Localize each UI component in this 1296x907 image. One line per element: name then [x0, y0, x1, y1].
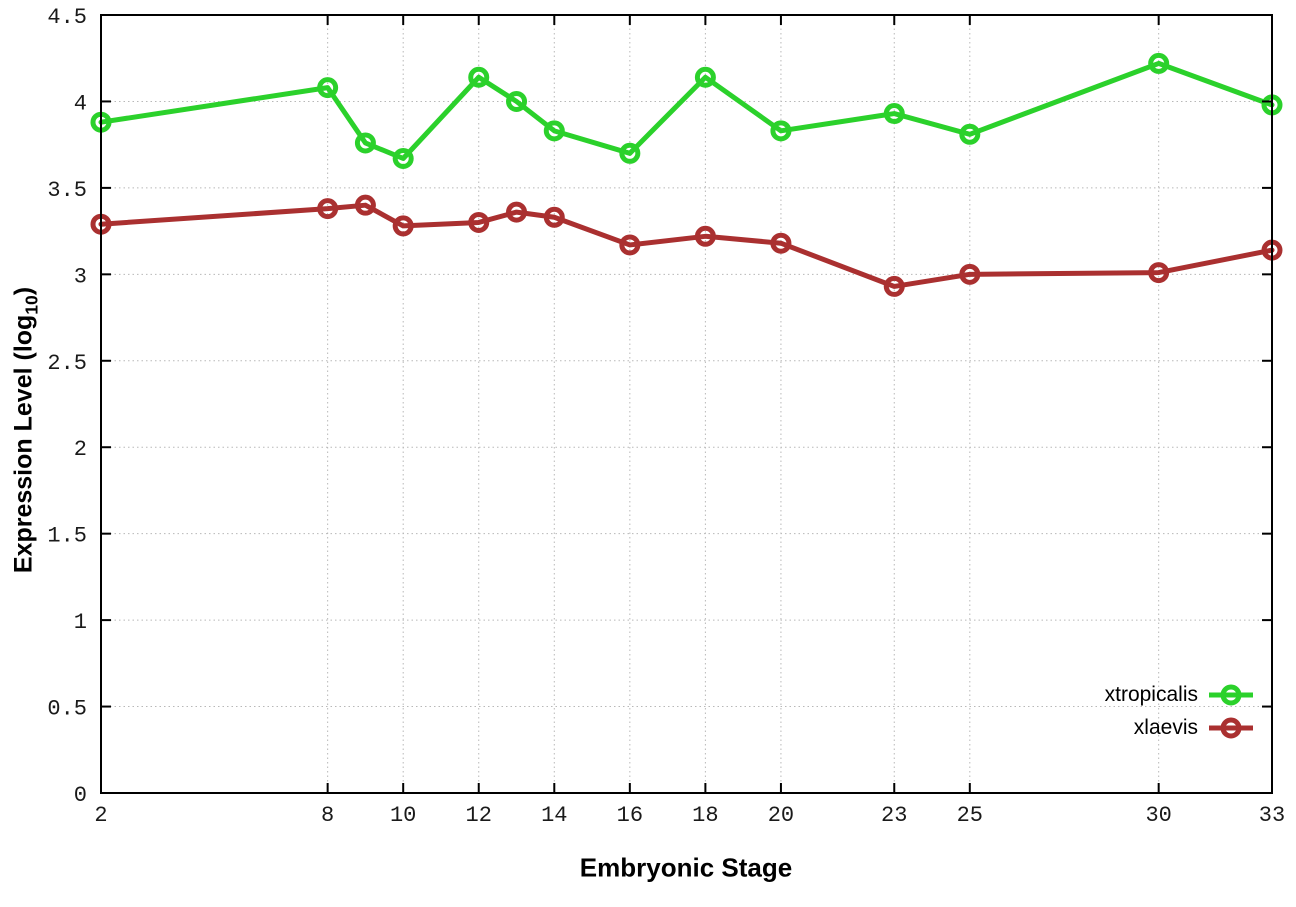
- x-tick-label: 12: [466, 803, 492, 828]
- data-point-xlaevis: [317, 198, 339, 220]
- legend-label-xlaevis: xlaevis: [1133, 716, 1198, 739]
- legend-marker-xtropicalis-icon: [1209, 684, 1253, 706]
- data-point-xtropicalis: [354, 132, 376, 154]
- x-tick-label: 33: [1259, 803, 1285, 828]
- y-axis-title-subscript: 10: [21, 295, 42, 315]
- y-tick-label: 1.5: [47, 524, 87, 549]
- data-point-xlaevis: [354, 194, 376, 216]
- y-axis-title: Expression Level (log10): [10, 287, 43, 573]
- data-point-xtropicalis: [883, 103, 905, 125]
- y-axis-title-close: ): [9, 286, 38, 296]
- data-point-xtropicalis: [959, 123, 981, 145]
- x-tick-label: 18: [692, 803, 718, 828]
- y-tick-label: 0: [74, 783, 87, 808]
- y-tick-label: 0.5: [47, 697, 87, 722]
- x-tick-label: 20: [768, 803, 794, 828]
- legend-marker-xlaevis-icon: [1209, 717, 1253, 739]
- data-point-xlaevis: [959, 263, 981, 285]
- x-tick-label: 14: [541, 803, 567, 828]
- y-tick-label: 3: [74, 264, 87, 289]
- data-point-xlaevis: [543, 206, 565, 228]
- y-tick-label: 2.5: [47, 351, 87, 376]
- x-tick-label: 2: [94, 803, 107, 828]
- data-point-xtropicalis: [619, 142, 641, 164]
- legend: xtropicalis xlaevis: [1105, 682, 1254, 741]
- y-axis-title-text: Expression Level (log: [9, 314, 38, 574]
- y-tick-label: 3.5: [47, 178, 87, 203]
- x-tick-label: 23: [881, 803, 907, 828]
- data-point-xtropicalis: [317, 77, 339, 99]
- x-tick-label: 16: [617, 803, 643, 828]
- data-point-xtropicalis: [392, 147, 414, 169]
- x-tick-label: 8: [321, 803, 334, 828]
- legend-item-xlaevis: xlaevis: [1134, 715, 1254, 741]
- y-tick-label: 4.5: [47, 5, 87, 30]
- data-point-xlaevis: [468, 211, 490, 233]
- x-tick-label: 25: [957, 803, 983, 828]
- data-point-xlaevis: [883, 275, 905, 297]
- y-tick-label: 2: [74, 437, 87, 462]
- data-point-xlaevis: [619, 234, 641, 256]
- x-tick-label: 10: [390, 803, 416, 828]
- data-point-xtropicalis: [1148, 52, 1170, 74]
- data-point-xtropicalis: [506, 90, 528, 112]
- series-line-xtropicalis: [98, 60, 1275, 161]
- x-tick-label: 30: [1145, 803, 1171, 828]
- data-point-xtropicalis: [543, 120, 565, 142]
- y-tick-label: 1: [74, 610, 87, 635]
- data-point-xlaevis: [770, 232, 792, 254]
- plot-border: [100, 14, 1273, 794]
- y-tick-label: 4: [74, 91, 87, 116]
- data-point-xtropicalis: [468, 66, 490, 88]
- data-point-xtropicalis: [770, 120, 792, 142]
- data-point-xlaevis: [506, 201, 528, 223]
- legend-item-xtropicalis: xtropicalis: [1105, 682, 1254, 708]
- x-axis-title: Embryonic Stage: [579, 852, 793, 883]
- legend-label-xtropicalis: xtropicalis: [1104, 683, 1198, 706]
- data-point-xtropicalis: [694, 66, 716, 88]
- data-point-xlaevis: [1148, 262, 1170, 284]
- data-point-xlaevis: [694, 225, 716, 247]
- data-point-xlaevis: [392, 215, 414, 237]
